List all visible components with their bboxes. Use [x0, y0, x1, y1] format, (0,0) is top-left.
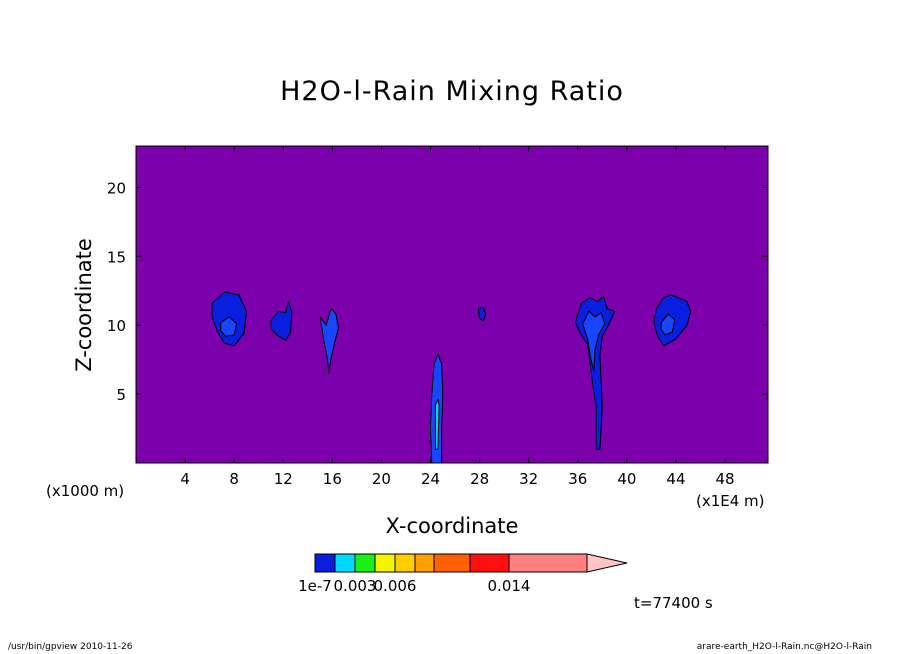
x-tick-label: 16 — [323, 470, 342, 488]
y-tick-label: 15 — [107, 248, 126, 266]
colorbar-segment — [314, 553, 336, 573]
contour-cloud-x44-core — [660, 313, 676, 336]
x-tick-label: 20 — [372, 470, 391, 488]
x-tick-label: 36 — [568, 470, 587, 488]
colorbar-segment — [508, 553, 588, 573]
y-tick-label: 10 — [107, 317, 126, 335]
x-unit-left: (x1000 m) — [46, 482, 125, 500]
time-label: t=77400 s — [634, 594, 713, 612]
y-tick-label: 20 — [107, 179, 126, 197]
colorbar-label: 1e-7 — [298, 577, 332, 595]
x-tick-label: 12 — [274, 470, 293, 488]
colorbar-label: 0.006 — [374, 577, 417, 595]
colorbar-label: 0.014 — [488, 577, 531, 595]
colorbar-segment — [394, 553, 416, 573]
x-tick-label: 44 — [666, 470, 685, 488]
x-tick-label: 48 — [716, 470, 735, 488]
colorbar-segment — [374, 553, 396, 573]
y-tick-label: 5 — [116, 386, 126, 404]
colorbar-segment — [354, 553, 376, 573]
y-axis-label: Z-coordinate — [72, 238, 96, 372]
x-tick-label: 40 — [617, 470, 636, 488]
colorbar-extend-arrow — [586, 553, 628, 573]
contour-features — [211, 291, 692, 464]
contour-cloud-x37 — [574, 295, 616, 450]
contour-cloud-x8-core — [220, 316, 238, 337]
x-tick-label: 4 — [180, 470, 190, 488]
colorbar-label: 0.003 — [334, 577, 377, 595]
x-tick-label: 8 — [229, 470, 239, 488]
axis-ticks — [136, 146, 768, 463]
colorbar-segment — [469, 553, 510, 573]
contour-column-x24-core — [434, 399, 440, 450]
colorbar-segment — [433, 553, 471, 573]
plot-frame — [135, 145, 769, 464]
colorbar-segment — [334, 553, 356, 573]
contour-cloud-x16 — [319, 308, 339, 374]
x-tick-label: 28 — [470, 470, 489, 488]
footer-program-date: /usr/bin/gpview 2010-11-26 — [8, 642, 133, 652]
contour-cloud-x37-core — [582, 310, 606, 372]
chart-title: H2O-l-Rain Mixing Ratio — [280, 76, 624, 107]
contour-cloud-x28 — [477, 306, 487, 322]
contour-cloud-x12 — [270, 301, 293, 341]
x-tick-label: 32 — [519, 470, 538, 488]
colorbar-segment — [414, 553, 435, 573]
x-tick-label: 24 — [421, 470, 440, 488]
x-axis-label: X-coordinate — [385, 514, 519, 538]
x-unit-right: (x1E4 m) — [696, 492, 765, 510]
footer-source-file: arare-earth_H2O-l-Rain.nc@H2O-l-Rain — [696, 642, 872, 652]
